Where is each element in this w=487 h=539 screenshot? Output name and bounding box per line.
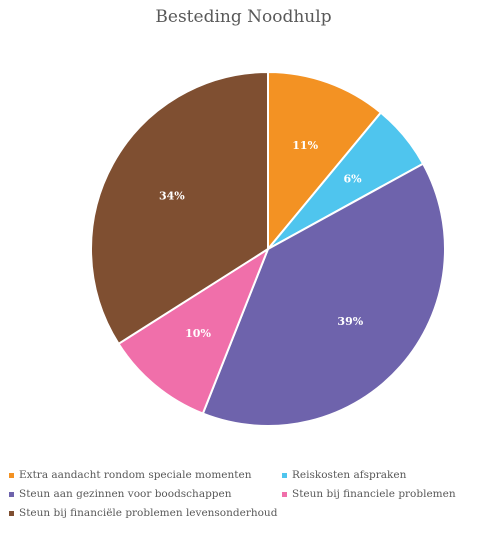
- legend-swatch-4: [282, 491, 287, 497]
- legend-entry-5: Steun bij financiële problemen levensond…: [9, 507, 282, 519]
- legend-swatch-1: [9, 472, 14, 478]
- data-label-5: 34%: [159, 190, 185, 203]
- legend-label-3: Steun aan gezinnen voor boodschappen: [19, 488, 232, 500]
- pie-slice-3: [201, 162, 446, 427]
- pie-slice-5: [90, 71, 269, 345]
- legend-label-2: Reiskosten afspraken: [292, 469, 407, 481]
- legend-swatch-5: [9, 510, 14, 516]
- data-label-2: 6%: [344, 173, 363, 186]
- data-label-3: 39%: [337, 315, 363, 328]
- legend-label-1: Extra aandacht rondom speciale momenten: [19, 469, 252, 481]
- legend-entry-1: Extra aandacht rondom speciale momenten: [9, 469, 282, 481]
- legend-entry-2: Reiskosten afspraken: [282, 469, 479, 481]
- data-label-4: 10%: [185, 327, 211, 340]
- chart-title: Besteding Noodhulp: [155, 7, 332, 27]
- legend-label-4: Steun bij financiele problemen: [292, 488, 456, 500]
- legend-swatch-2: [282, 472, 287, 478]
- pie-slice-1: [267, 71, 382, 250]
- legend-entry-4: Steun bij financiele problemen: [282, 488, 479, 500]
- legend-label-5: Steun bij financiële problemen levensond…: [19, 507, 278, 519]
- pie-slice-4: [117, 248, 269, 415]
- legend-swatch-3: [9, 491, 14, 497]
- chart-legend: Extra aandacht rondom speciale momenten R…: [9, 469, 479, 519]
- legend-entry-3: Steun aan gezinnen voor boodschappen: [9, 488, 282, 500]
- pie-slices: [90, 71, 446, 427]
- pie-data-labels: 11% 6% 39% 10% 34%: [159, 139, 364, 340]
- data-label-1: 11%: [292, 139, 318, 152]
